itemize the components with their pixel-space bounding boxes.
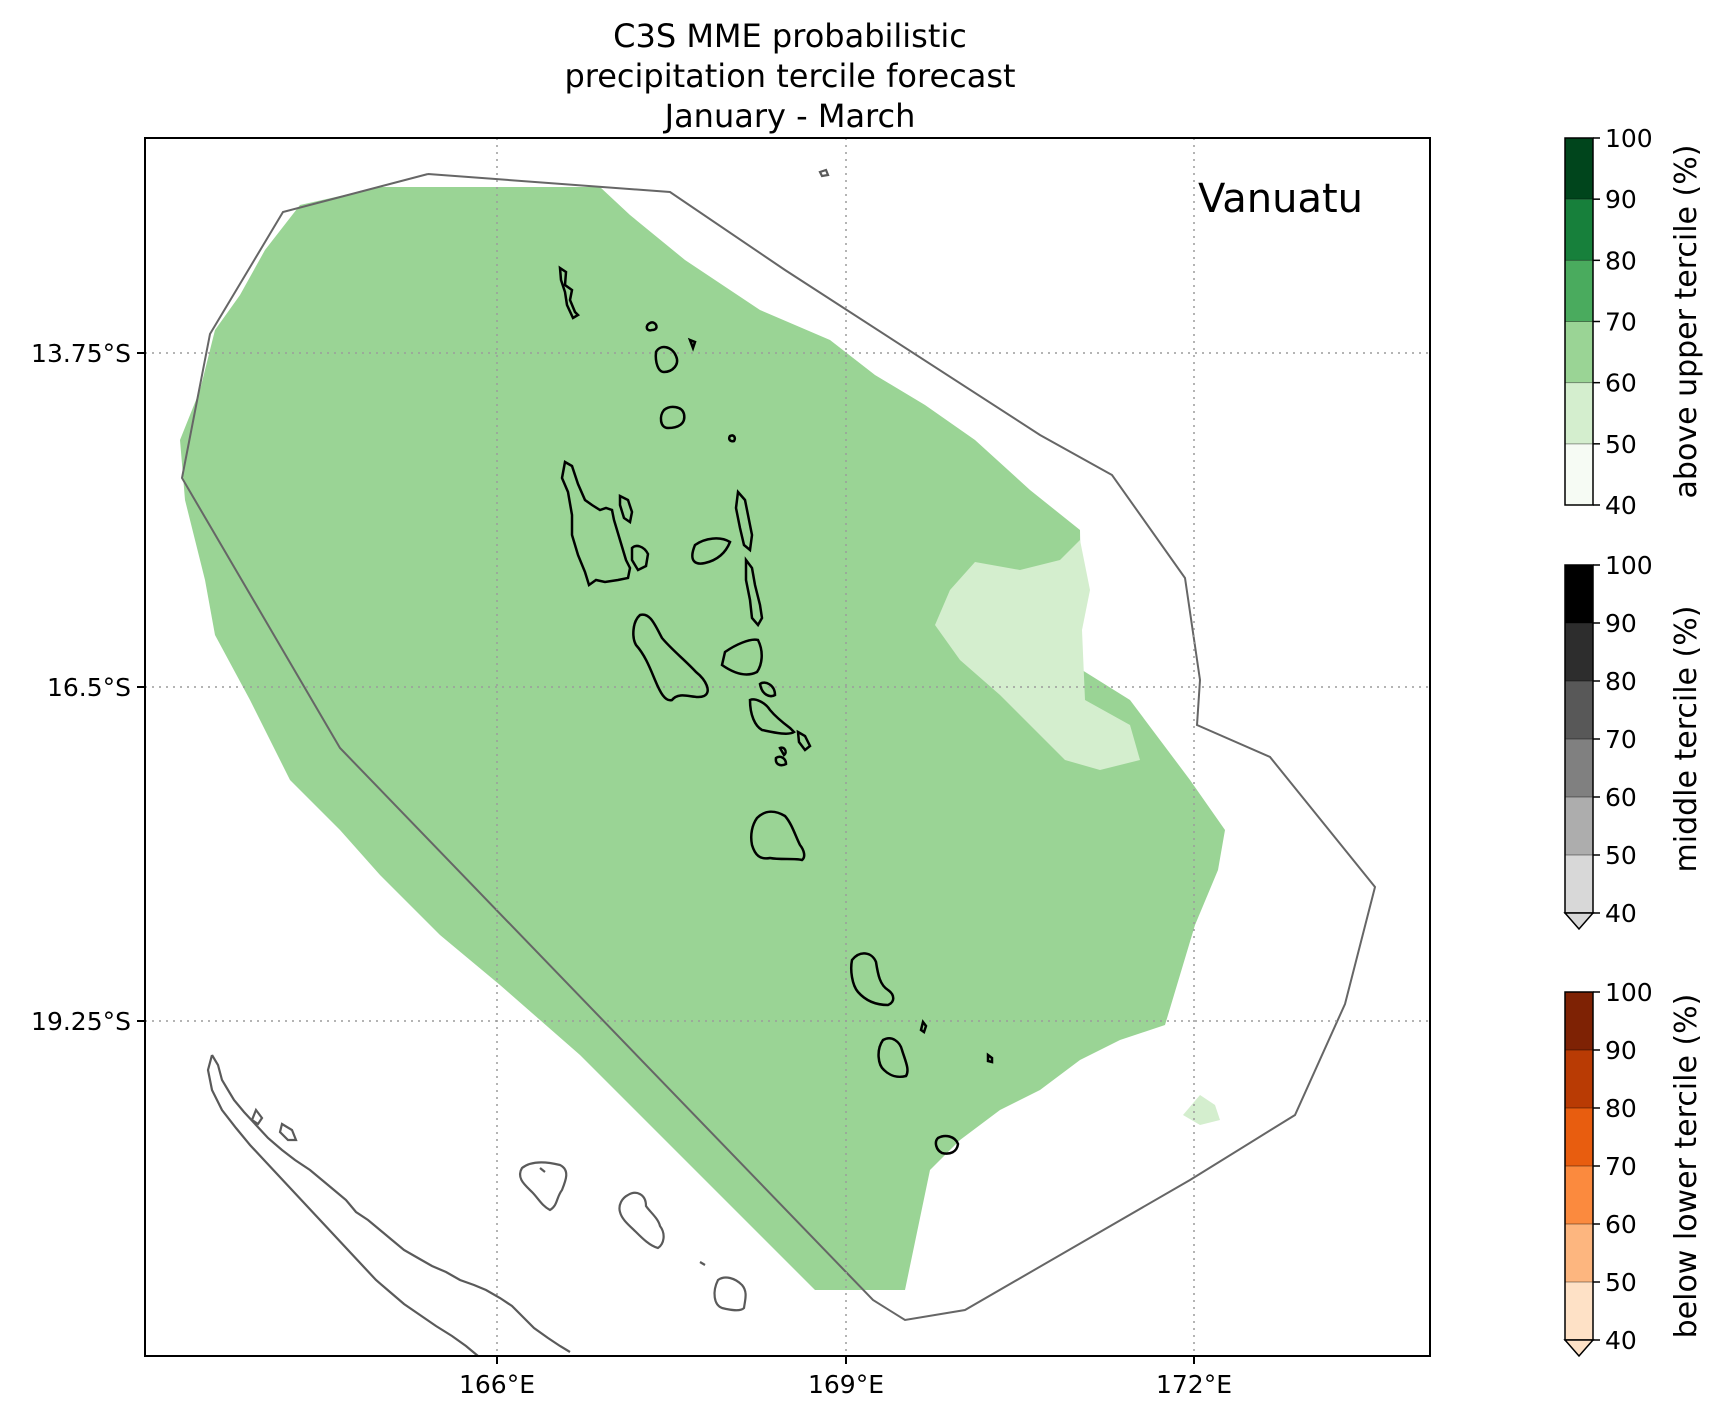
colorbar-1-segment-3 [1565, 321, 1593, 383]
colorbar-2-segment-3 [1565, 739, 1593, 797]
colorbar-2-tick-label-40: 40 [1605, 899, 1637, 928]
colorbar-1-tick-label-70: 70 [1605, 308, 1637, 337]
lat-tick-label-1: 13.75°S [31, 339, 131, 368]
colorbar-2-extend-arrow [1563, 912, 1595, 931]
colorbar-3-tick-label-90: 90 [1605, 1036, 1637, 1065]
forecast-fill-above-50-60-south [1183, 1095, 1220, 1125]
colorbar-1-segment-4 [1565, 260, 1593, 322]
forecast-fill-above-60-70 [180, 187, 1225, 1290]
colorbar-2-tick-label-70: 70 [1605, 725, 1637, 754]
lat-tick-label-3: 19.25°S [31, 1007, 131, 1036]
colorbar-3-tick-label-50: 50 [1605, 1268, 1637, 1297]
map-frame [144, 137, 1431, 1357]
colorbar-3-tick-label-80: 80 [1605, 1094, 1637, 1123]
lat-tick-label-2: 16.5°S [47, 673, 131, 702]
gridlines [145, 138, 1430, 1356]
colorbar-2-segment-2 [1565, 797, 1593, 855]
colorbars: 40 50 60 70 80 90 100 above upper tercile (%) 40… [1563, 124, 1704, 1358]
colorbar-2-segment-4 [1565, 681, 1593, 739]
colorbar-2-segment-5 [1565, 623, 1593, 681]
colorbar-3-label: below lower tercile (%) [1669, 994, 1704, 1339]
colorbar-1-tick-label-100: 100 [1605, 124, 1653, 153]
new-caledonia-coastline [206, 168, 830, 1357]
colorbar-3-segment-3 [1565, 1166, 1593, 1224]
colorbar-3-tick-label-60: 60 [1605, 1210, 1637, 1239]
colorbar-2-segment-1 [1565, 855, 1593, 913]
colorbar-3-segment-4 [1565, 1108, 1593, 1166]
colorbar-2-tick-label-90: 90 [1605, 609, 1637, 638]
colorbar-1-segment-5 [1565, 199, 1593, 261]
colorbar-2-tick-label-60: 60 [1605, 783, 1637, 812]
title-line-2: precipitation tercile forecast [564, 57, 1016, 95]
colorbar-1-tick-label-40: 40 [1605, 491, 1637, 520]
colorbar-1-segment-1 [1565, 443, 1593, 505]
colorbar-2-tick-label-100: 100 [1605, 551, 1653, 580]
colorbar-3-segment-1 [1565, 1282, 1593, 1340]
region-label: Vanuatu [1198, 176, 1363, 222]
lon-tick-label-2: 169°E [808, 1370, 884, 1399]
colorbar-3-tick-label-100: 100 [1605, 978, 1653, 1007]
colorbar-3-segment-5 [1565, 1050, 1593, 1108]
forecast-fill-above-50-60 [935, 540, 1140, 770]
colorbar-1-segment-6 [1565, 138, 1593, 200]
axis-ticks [137, 352, 1195, 1364]
colorbar-1-tick-label-60: 60 [1605, 369, 1637, 398]
colorbar-1-label: above upper tercile (%) [1669, 145, 1704, 499]
colorbar-1-tick-label-50: 50 [1605, 430, 1637, 459]
colorbar-3-extend-arrow [1563, 1339, 1595, 1358]
lon-tick-label-3: 172°E [1156, 1370, 1232, 1399]
title-line-1: C3S MME probabilistic [613, 17, 967, 55]
colorbar-2-tick-label-50: 50 [1605, 841, 1637, 870]
colorbar-3-segment-2 [1565, 1224, 1593, 1282]
domain-boundary [180, 173, 1377, 1322]
colorbar-2-segment-6 [1565, 565, 1593, 623]
colorbar-3-tick-label-70: 70 [1605, 1152, 1637, 1181]
colorbar-1-tick-label-90: 90 [1605, 185, 1637, 214]
vanuatu-islands [558, 265, 994, 1155]
colorbar-3-tick-label-40: 40 [1605, 1326, 1637, 1355]
colorbar-3-segment-6 [1565, 992, 1593, 1050]
title-line-3: January - March [664, 97, 916, 135]
chart-title: C3S MME probabilistic precipitation terc… [145, 16, 1435, 136]
colorbar-1-segment-2 [1565, 382, 1593, 444]
colorbar-2-tick-label-80: 80 [1605, 667, 1637, 696]
colorbar-1-tick-label-80: 80 [1605, 246, 1637, 275]
colorbar-2-label: middle tercile (%) [1669, 606, 1704, 873]
lon-tick-label-1: 166°E [459, 1370, 535, 1399]
